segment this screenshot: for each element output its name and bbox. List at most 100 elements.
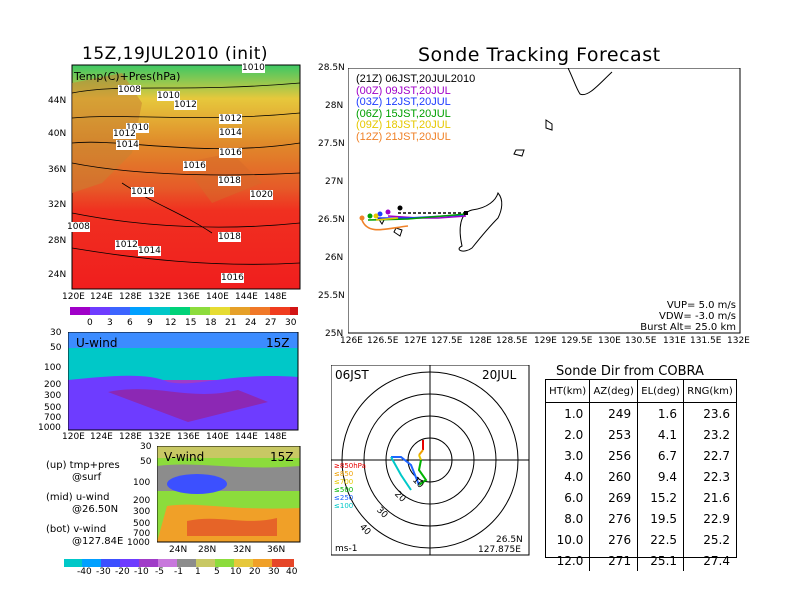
wind-colorbar-tick: 10 [230, 567, 242, 577]
header-ht: HT(km) [546, 380, 591, 403]
cell-el: 15.2 [637, 487, 685, 508]
map-lat-32n: 32N [48, 200, 67, 210]
v-p-tick: 200 [133, 496, 151, 506]
wind-colorbar-tick: -10 [134, 567, 149, 577]
map-lon-132e: 132E [148, 292, 171, 302]
track-lon-tick: 127E [404, 336, 427, 346]
sonde-dir-title: Sonde Dir from COBRA [556, 364, 704, 379]
map-lon-124e: 124E [90, 292, 113, 302]
isobar-label: 1012 [174, 100, 197, 110]
cell-az: 253 [589, 424, 639, 445]
hodo-level-legend: ≥850hPa ≤850 ≤700 ≤500 ≤250 ≤100 [334, 462, 366, 510]
note-mid-line1: (mid) u-wind [46, 492, 110, 503]
cell-az: 276 [589, 529, 639, 550]
cell-rng: 27.4 [703, 553, 730, 568]
hodo-units: ms-1 [335, 544, 358, 554]
cell-az: 276 [589, 508, 639, 529]
u-lon-tick: 148E [264, 432, 287, 442]
isobar-label: 1016 [221, 273, 244, 283]
u-lon-tick: 124E [90, 432, 113, 442]
map-lon-128e: 128E [119, 292, 142, 302]
u-p-tick: 1000 [38, 423, 61, 433]
isobar-label: 1014 [116, 140, 139, 150]
table-row: 3.0 256 6.7 22.7 [546, 445, 736, 466]
isobar-label: 1016 [183, 161, 206, 171]
v-p-tick: 100 [133, 478, 151, 488]
wind-colorbar-tick: -20 [115, 567, 130, 577]
track-lat-tick: 26.5N [318, 215, 345, 225]
cell-az: 271 [589, 550, 639, 571]
v-wind-panel [157, 446, 301, 543]
launch-legend-item: (09Z) 18JST,20JUL [356, 119, 451, 131]
note-up: (up) tmp+pres @surf [46, 460, 120, 484]
temperature-colorbar [70, 307, 298, 315]
u-p-tick: 100 [44, 363, 62, 373]
track-lon-tick: 128E [469, 336, 492, 346]
launch-params: VUP= 5.0 m/s VDW= -3.0 m/s Burst Alt= 25… [636, 300, 736, 333]
v-p-tick: 50 [140, 457, 152, 467]
track-lon-tick: 132E [727, 336, 750, 346]
track-lon-tick: 129E [534, 336, 557, 346]
cell-ht: 6.0 [546, 487, 591, 508]
launch-legend-item: (21Z) 06JST,20JUL2010 [356, 73, 476, 85]
isobar-label: 1012 [219, 114, 242, 124]
table-row: 2.0 253 4.1 23.2 [546, 424, 736, 445]
note-up-line1: (up) tmp+pres [46, 460, 120, 471]
track-lat-tick: 27N [325, 177, 344, 187]
table-header-row: HT(km) AZ(deg) EL(deg) RNG(km) [546, 380, 736, 403]
map-lon-144e: 144E [235, 292, 258, 302]
u-wind-time: 15Z [266, 336, 290, 350]
temp-colorbar-tick: 15 [185, 318, 197, 328]
map-lon-140e: 140E [206, 292, 229, 302]
u-p-tick: 30 [50, 328, 62, 338]
cell-rng: 23.2 [703, 427, 730, 442]
cell-ht: 4.0 [546, 466, 591, 487]
launch-legend: (21Z) 06JST,20JUL2010 (00Z) 09JST,20JUL … [356, 73, 476, 143]
note-bot: (bot) v-wind @127.84E [46, 524, 123, 548]
cell-el: 9.4 [637, 466, 685, 487]
track-lat-tick: 25N [325, 329, 344, 339]
cell-el: 6.7 [637, 445, 685, 466]
cell-rng: 22.9 [703, 511, 730, 526]
table-row: 10.0 276 22.5 25.2 [546, 529, 736, 550]
u-p-tick: 300 [44, 391, 62, 401]
isobar-label: 1020 [250, 190, 273, 200]
v-p-tick: 300 [133, 507, 151, 517]
isobar-label: 1016 [219, 148, 242, 158]
launch-legend-item: (03Z) 12JST,20JUL [356, 96, 451, 108]
map-lon-120e: 120E [62, 292, 85, 302]
table-row: 1.0 249 1.6 23.6 [546, 402, 736, 424]
track-lon-tick: 131E [663, 336, 686, 346]
wind-colorbar-tick: 1 [195, 567, 201, 577]
track-lon-tick: 129.5E [561, 336, 593, 346]
hodograph [331, 365, 530, 556]
wind-colorbar-tick: -40 [77, 567, 92, 577]
hodo-loc2: 127.875E [478, 545, 521, 555]
map-lat-28n: 28N [48, 236, 67, 246]
temp-colorbar-tick: 3 [107, 318, 113, 328]
track-lat-tick: 26N [325, 253, 344, 263]
launch-legend-item: (12Z) 21JST,20JUL [356, 130, 451, 143]
cell-rng: 22.7 [703, 448, 730, 463]
v-lat-tick: 28N [198, 545, 217, 555]
hodo-label-left: 06JST [335, 368, 369, 382]
header-rng: RNG(km) [687, 385, 733, 397]
isobar-label: 1010 [126, 123, 149, 133]
cell-el: 1.6 [637, 402, 685, 424]
table-row: 4.0 260 9.4 22.3 [546, 466, 736, 487]
tracking-title: Sonde Tracking Forecast [418, 44, 661, 66]
wind-colorbar-tick: -5 [155, 567, 164, 577]
v-p-tick: 30 [140, 442, 152, 452]
map-lat-40n: 40N [48, 129, 67, 139]
map-title: 15Z,19JUL2010 (init) [82, 44, 269, 64]
note-mid: (mid) u-wind @26.50N [46, 492, 118, 516]
cell-az: 269 [589, 487, 639, 508]
track-lon-tick: 128.5E [496, 336, 528, 346]
u-lon-tick: 144E [235, 432, 258, 442]
v-wind-time: 15Z [270, 450, 294, 464]
isobar-label: 1012 [113, 129, 136, 139]
u-p-tick: 700 [44, 413, 62, 423]
isobar-label: 1018 [218, 176, 241, 186]
wind-colorbar-tick: 40 [286, 567, 298, 577]
temp-colorbar-tick: 12 [165, 318, 177, 328]
